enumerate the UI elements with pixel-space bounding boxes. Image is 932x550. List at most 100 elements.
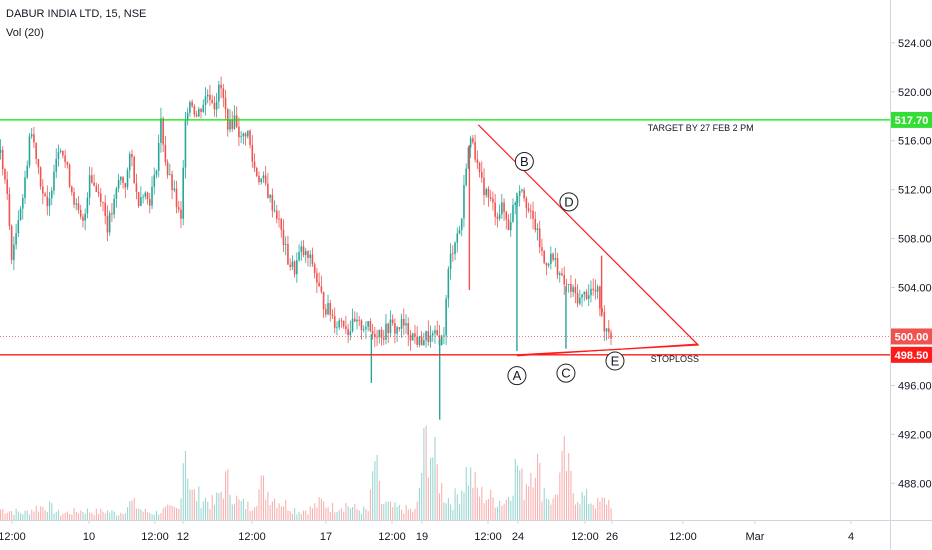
volume-bar	[367, 511, 369, 520]
candle-body	[565, 284, 568, 285]
volume-bar	[189, 489, 191, 520]
candle-body	[195, 114, 198, 117]
candle-body	[30, 134, 33, 137]
candle-body	[420, 336, 423, 346]
volume-bar	[269, 505, 271, 520]
candle-body	[6, 179, 8, 195]
candle-body	[255, 168, 258, 176]
volume-bar	[579, 504, 581, 520]
volume-bar	[31, 509, 33, 520]
volume-bar	[436, 464, 438, 520]
candle-body	[345, 326, 347, 330]
candle-body	[84, 213, 86, 221]
volume-bar	[267, 491, 269, 520]
volume-bar	[338, 510, 340, 520]
candle-body	[240, 136, 242, 138]
candle-body	[291, 261, 294, 267]
candle-body	[322, 291, 325, 310]
volume-bar	[82, 512, 84, 520]
volume-bar	[565, 470, 568, 520]
triangle-pattern	[477, 124, 700, 356]
volume-bar	[599, 501, 601, 520]
volume-bar	[22, 514, 24, 520]
candle-body	[182, 167, 185, 219]
volume-bar	[376, 454, 378, 520]
candle-body	[238, 126, 240, 138]
time-tick-label: 4	[848, 531, 854, 543]
candle-body	[278, 218, 280, 220]
candle-body	[405, 323, 407, 326]
candle-body	[93, 182, 95, 186]
volume-bar	[158, 514, 160, 520]
candle-body	[376, 336, 378, 338]
volume-bar	[100, 508, 102, 520]
candle-body	[581, 294, 583, 298]
time-tick-label: 12:00	[571, 531, 599, 543]
volume-bar	[305, 510, 307, 520]
time-tick-label: 12:00	[0, 531, 26, 543]
candle-body	[113, 198, 115, 215]
candle-body	[543, 250, 545, 263]
volume-bar	[53, 513, 55, 520]
volume-bar	[127, 507, 129, 520]
volume-bar	[487, 499, 490, 520]
candle-body	[443, 335, 445, 337]
volume-bar	[265, 499, 267, 520]
volume-bar	[385, 501, 387, 520]
candle-body	[4, 169, 6, 180]
volume-bar	[138, 508, 140, 520]
candle-body	[57, 152, 60, 159]
volume-bar	[583, 495, 585, 520]
candle-body	[71, 186, 73, 193]
volume-bar	[291, 513, 293, 520]
candle-body	[518, 191, 521, 196]
volume-bar	[572, 493, 574, 520]
candle-body	[160, 118, 162, 143]
candle-body	[171, 174, 173, 191]
candle-body	[264, 175, 267, 184]
volume-bar	[169, 505, 171, 520]
candle-body	[402, 318, 405, 326]
volume-bar	[577, 502, 579, 520]
candle-body	[173, 188, 176, 191]
point-marker	[507, 366, 527, 386]
volume-bar	[238, 499, 240, 520]
candle-body	[155, 170, 158, 175]
candle-body	[360, 320, 363, 331]
volume-bar	[40, 506, 42, 520]
candle-body	[193, 106, 196, 115]
volume-bar	[432, 457, 434, 520]
volume-bar	[149, 512, 151, 520]
candle-body	[532, 210, 534, 219]
candle-body	[229, 119, 231, 130]
candle-body	[68, 164, 71, 187]
price-tick-label: 524.00	[898, 38, 932, 50]
candle-body	[144, 192, 147, 197]
candle-body	[333, 315, 336, 328]
candle-body	[131, 154, 133, 158]
candle-body	[218, 84, 220, 102]
candle-body	[469, 138, 472, 148]
candle-body	[198, 108, 200, 117]
volume-bar	[530, 472, 532, 520]
volume-bar	[44, 510, 46, 520]
volume-bar	[369, 489, 371, 520]
volume-bar	[340, 508, 343, 520]
time-tick-label: 12:00	[238, 531, 266, 543]
candle-body	[59, 150, 62, 153]
candle-body	[102, 201, 104, 203]
volume-indicator-label[interactable]: Vol (20)	[6, 27, 44, 39]
volume-bar	[71, 514, 73, 520]
candle-body	[429, 335, 432, 342]
volume-bar	[320, 498, 322, 520]
price-tick-label: 516.00	[898, 136, 932, 148]
candle-body	[596, 286, 599, 292]
candle-body	[55, 158, 58, 172]
volume-bar	[49, 501, 51, 520]
candle-body	[302, 246, 305, 256]
volume-bar	[187, 478, 189, 520]
candle-body	[414, 333, 416, 337]
symbol-title[interactable]: DABUR INDIA LTD, 15, NSE	[6, 8, 147, 20]
candle-body	[202, 104, 205, 113]
